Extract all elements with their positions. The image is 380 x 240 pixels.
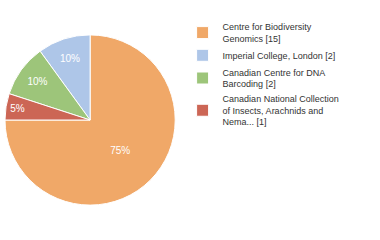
svg-text:75%: 75% (110, 145, 130, 156)
svg-text:Canadian Centre for DNABarcodi: Canadian Centre for DNABarcoding [2] (223, 68, 326, 90)
svg-text:Canadian National Collectionof: Canadian National Collectionof Insects, … (223, 94, 339, 127)
svg-text:Imperial College, London [2]: Imperial College, London [2] (223, 51, 336, 61)
svg-text:10%: 10% (60, 53, 80, 64)
svg-text:10%: 10% (27, 76, 47, 87)
svg-text:Centre for BiodiversityGenomic: Centre for BiodiversityGenomics [15] (223, 22, 312, 44)
svg-text:5%: 5% (10, 103, 25, 114)
